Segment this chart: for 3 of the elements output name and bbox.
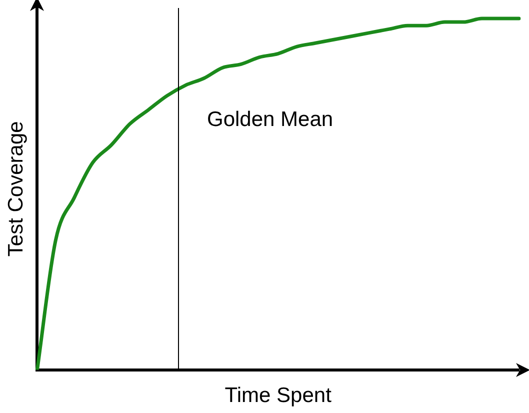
y-axis-title: Test Coverage xyxy=(4,121,28,257)
x-axis-title: Time Spent xyxy=(224,384,332,408)
annotation: Golden Mean xyxy=(207,108,334,131)
